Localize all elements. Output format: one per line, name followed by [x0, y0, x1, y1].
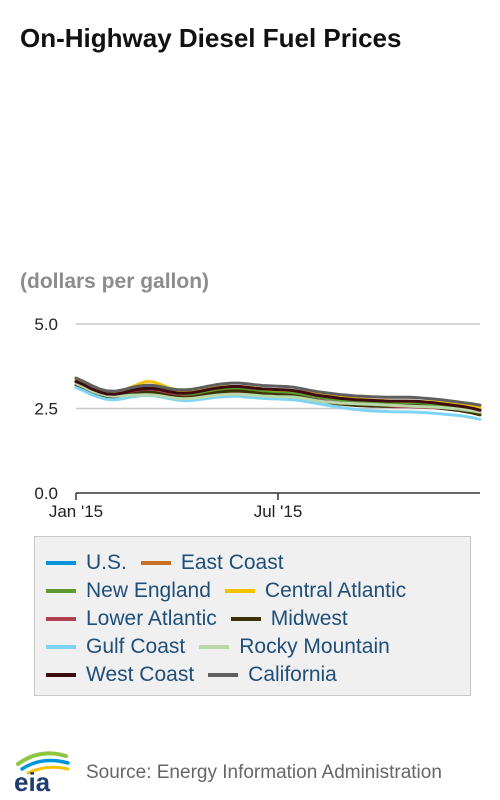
gridlines	[76, 323, 480, 410]
legend-swatch	[46, 645, 76, 649]
legend-label: U.S.	[86, 551, 127, 574]
legend-label: Gulf Coast	[86, 635, 186, 658]
legend-swatch	[224, 589, 255, 593]
legend-label: Lower Atlantic	[86, 607, 217, 630]
series-lines	[74, 376, 482, 421]
legend-swatch	[46, 561, 76, 565]
legend-item: Lower Atlantic	[46, 605, 217, 633]
chart-title: On-Highway Diesel Fuel Prices	[20, 23, 402, 53]
x-tick-label: Jul '15	[254, 502, 303, 521]
legend-label: West Coast	[86, 663, 195, 686]
y-tick-label: 2.5	[34, 400, 58, 419]
legend-label: East Coast	[180, 551, 284, 574]
axes: 0.0 2.5 5.0 Jan '15 Jul '15	[34, 315, 480, 521]
legend: U.S. East Coast New England Central Atlanti…	[34, 536, 471, 696]
legend-item: New England	[46, 577, 211, 605]
legend-swatch	[46, 589, 76, 593]
legend-label: New England	[86, 579, 211, 602]
legend-item: Central Atlantic	[224, 577, 407, 605]
series-line-west-coast	[74, 380, 482, 412]
legend-item: California	[208, 661, 337, 689]
legend-label: Midwest	[270, 607, 348, 630]
legend-swatch	[140, 561, 171, 565]
source-note: Source: Energy Information Administratio…	[86, 762, 442, 783]
legend-item: U.S.	[46, 549, 127, 577]
legend-label: Rocky Mountain	[239, 635, 390, 658]
legend-item: Gulf Coast	[46, 633, 185, 661]
legend-label: Central Atlantic	[264, 579, 407, 602]
series-line-rocky-mountain	[74, 382, 482, 414]
legend-swatch	[46, 673, 76, 677]
legend-swatch	[230, 617, 261, 621]
legend-label: California	[248, 663, 337, 686]
y-tick-label: 0.0	[34, 484, 58, 503]
legend-item: West Coast	[46, 661, 194, 689]
x-tick-label: Jan '15	[49, 502, 103, 521]
legend-item: Rocky Mountain	[199, 633, 390, 661]
legend-item: Midwest	[230, 605, 348, 633]
legend-swatch	[199, 645, 230, 649]
legend-item: East Coast	[140, 549, 284, 577]
legend-swatch	[208, 673, 239, 677]
svg-text:eia: eia	[14, 767, 51, 794]
y-tick-label: 5.0	[34, 315, 58, 334]
y-axis-unit-label: (dollars per gallon)	[20, 270, 210, 293]
legend-swatch	[46, 617, 76, 621]
line-chart: 0.0 2.5 5.0 Jan '15 Jul '15	[34, 315, 482, 521]
series-line-california	[74, 376, 482, 407]
eia-logo: eia	[14, 751, 70, 794]
